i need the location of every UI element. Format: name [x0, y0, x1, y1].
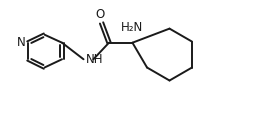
- Text: H₂N: H₂N: [121, 21, 144, 34]
- Text: O: O: [95, 8, 104, 21]
- Text: NH: NH: [86, 53, 103, 66]
- Text: N: N: [17, 36, 26, 49]
